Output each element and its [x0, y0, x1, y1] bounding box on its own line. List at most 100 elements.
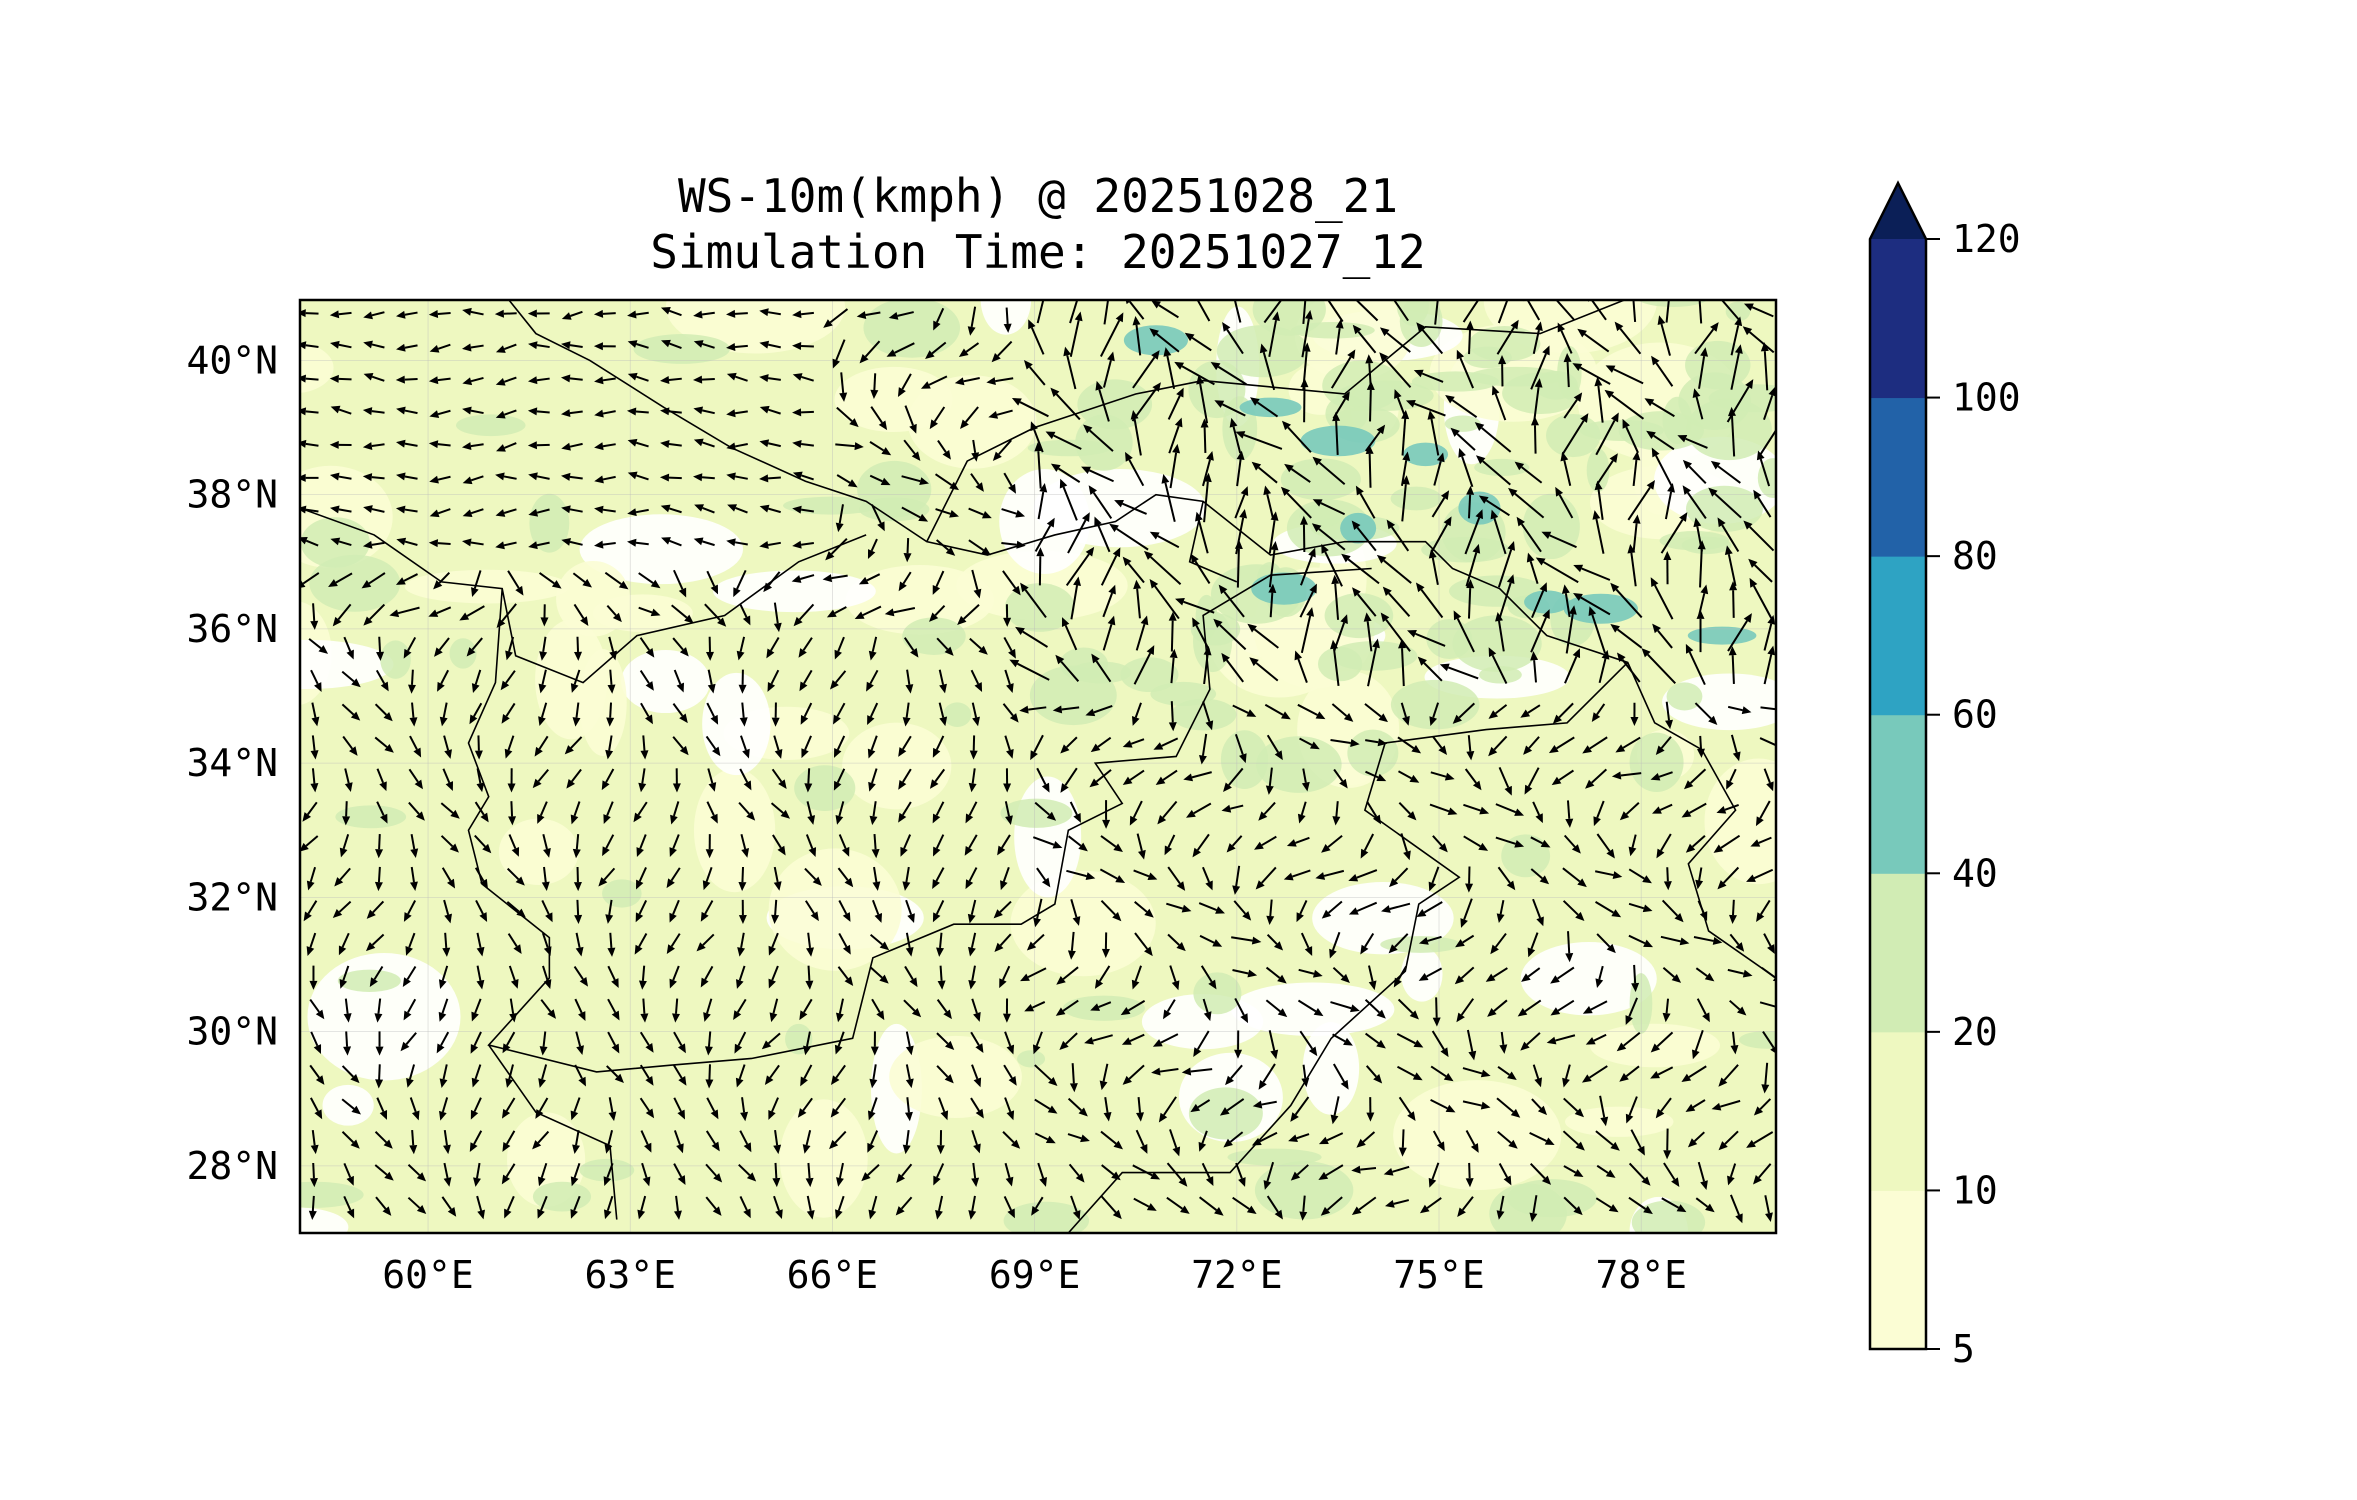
wind-vector [594, 540, 616, 549]
wind-vector [957, 604, 980, 625]
wind-vector [1730, 316, 1743, 356]
wind-vector-head [1577, 328, 1587, 338]
wind-vector-shaft [1002, 570, 1017, 589]
wind-vector-shaft [1154, 585, 1180, 620]
wind-vector-shaft [1732, 899, 1735, 916]
wind-vector [627, 538, 649, 547]
wind-vector-head [1714, 290, 1723, 299]
wind-vector-shaft [1632, 459, 1638, 487]
wind-vector [496, 603, 517, 629]
wind-vector [903, 538, 912, 563]
wind-vector [573, 603, 589, 626]
wind-vector [1300, 378, 1309, 423]
wind-vector [1100, 547, 1121, 586]
wind-vector-head [1015, 626, 1025, 635]
wind-vector [1355, 485, 1376, 519]
wind-vector-head [362, 473, 373, 482]
wind-vector [937, 440, 951, 460]
field-patch [1686, 398, 1772, 461]
wind-vector-head [527, 309, 537, 318]
wind-vector-shaft [602, 475, 616, 481]
wind-vector-shaft [1067, 519, 1087, 554]
wind-vector-shaft [840, 372, 845, 394]
wind-vector-shaft [1727, 553, 1737, 587]
wind-vector [1445, 394, 1478, 419]
wind-vector-head [329, 310, 340, 319]
wind-vector [396, 537, 418, 546]
wind-vector [428, 440, 451, 449]
wind-vector-shaft [1164, 482, 1176, 523]
wind-vector-head [1557, 322, 1566, 333]
wind-vector-head [1085, 546, 1095, 557]
wind-vector [1728, 406, 1736, 457]
wind-vector-head [1083, 424, 1093, 434]
wind-vector [992, 439, 1012, 461]
wind-vector-head [495, 345, 506, 353]
wind-vector-shaft [873, 834, 877, 850]
wind-vector-head [1651, 355, 1660, 366]
y-axis: 28°N30°N32°N34°N36°N38°N40°N [186, 338, 278, 1187]
wind-vector-shaft [1368, 453, 1372, 488]
wind-vector-shaft [503, 541, 517, 547]
wind-vector [1200, 418, 1209, 453]
wind-vector-shaft [865, 311, 881, 317]
wind-vector [1708, 487, 1742, 519]
wind-vector [1218, 584, 1245, 618]
wind-vector [362, 442, 385, 451]
wind-vector-shaft [305, 442, 319, 447]
wind-vector-shaft [576, 899, 580, 916]
wind-vector [823, 308, 849, 328]
wind-vector [1175, 598, 1215, 614]
wind-vector [1135, 615, 1149, 651]
wind-vector-head [1753, 489, 1762, 500]
wind-vector-head [1239, 508, 1248, 519]
wind-vector [1760, 342, 1769, 391]
wind-vector [1351, 520, 1377, 552]
wind-vector [1698, 300, 1703, 324]
wind-vector-shaft [305, 539, 319, 547]
wind-vector-head [1218, 584, 1228, 595]
wind-vector-shaft [708, 1064, 711, 1080]
wind-vector-shaft [1356, 526, 1377, 552]
wind-vector-head [1401, 409, 1410, 420]
wind-vector [1416, 322, 1444, 355]
wind-vector-head [1351, 520, 1361, 530]
wind-vector-head [627, 538, 637, 547]
wind-vector-shaft [569, 310, 583, 317]
wind-vector [1497, 541, 1516, 588]
wind-vector-shaft [807, 1162, 811, 1179]
wind-vector-shaft [378, 834, 381, 850]
wind-vector [462, 538, 484, 547]
wind-vector [1332, 411, 1341, 455]
wind-vector-head [986, 377, 996, 386]
wind-vector [528, 508, 550, 517]
wind-vector [1114, 499, 1147, 515]
wind-vector-head [1304, 310, 1313, 320]
wind-vector [363, 372, 385, 382]
wind-vector-shaft [704, 603, 721, 621]
wind-vector-shaft [735, 375, 748, 382]
wind-vector-head [496, 444, 506, 452]
wind-vector-head [1498, 355, 1507, 365]
wind-vector-shaft [1420, 589, 1444, 619]
wind-vector [836, 474, 858, 488]
wind-vector-shaft [1302, 300, 1307, 325]
wind-vector-head [389, 609, 400, 618]
wind-vector-shaft [1149, 556, 1182, 585]
field-patch-strong [1687, 626, 1757, 645]
wind-vector-shaft [1128, 459, 1145, 487]
wind-vector [1401, 409, 1410, 456]
wind-vector [1644, 398, 1675, 418]
wind-vector [971, 439, 980, 462]
field-patch [693, 768, 776, 893]
wind-vector [528, 541, 550, 550]
wind-vector-head [1572, 363, 1583, 372]
wind-vector-head [1352, 324, 1362, 335]
wind-vector-head [1236, 450, 1245, 461]
wind-vector-shaft [437, 377, 451, 382]
field-patch [1170, 698, 1237, 731]
wind-vector-head [1195, 511, 1203, 522]
field-patch [902, 617, 966, 655]
wind-vector-shaft [937, 440, 947, 453]
wind-vector-shaft [345, 1031, 349, 1047]
